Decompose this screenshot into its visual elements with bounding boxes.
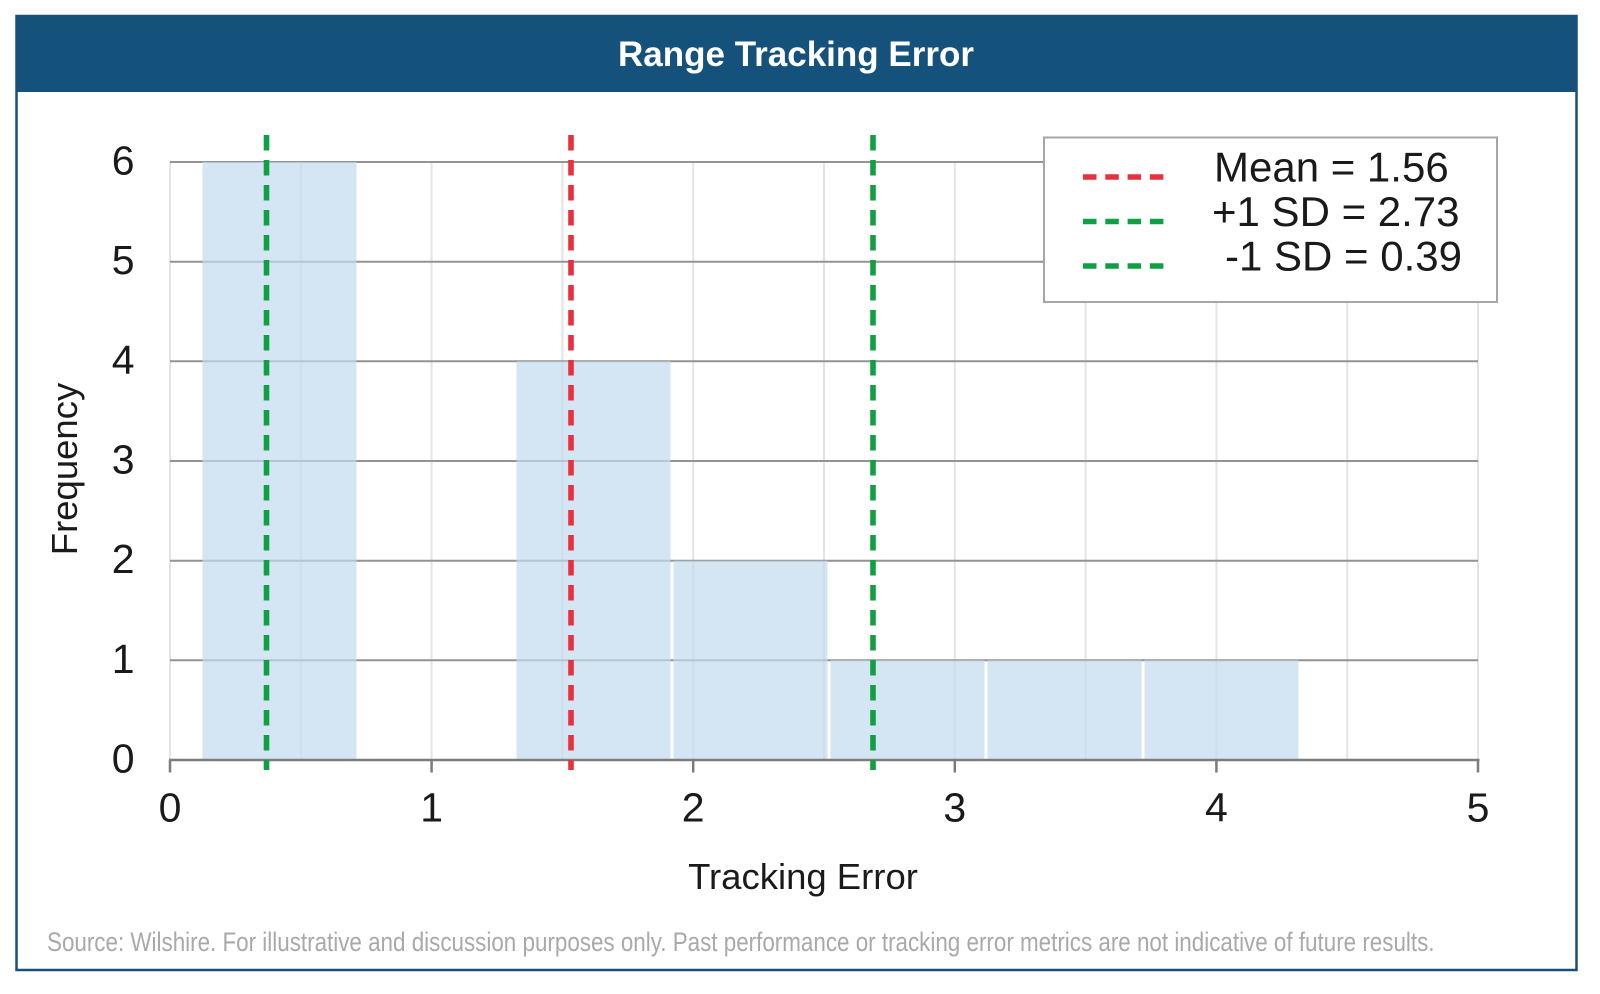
svg-text:5: 5	[112, 237, 135, 283]
svg-text:Tracking Error: Tracking Error	[688, 856, 918, 897]
svg-text:4: 4	[1205, 785, 1228, 831]
svg-text:3: 3	[112, 437, 135, 483]
svg-text:2: 2	[682, 785, 705, 831]
svg-text:1: 1	[112, 636, 135, 682]
svg-text:6: 6	[112, 138, 135, 184]
svg-text:+1 SD = 2.73: +1 SD = 2.73	[1212, 188, 1460, 235]
svg-text:4: 4	[112, 337, 135, 383]
svg-text:3: 3	[943, 785, 966, 831]
svg-text:Range Tracking Error: Range Tracking Error	[618, 35, 974, 74]
svg-text:0: 0	[159, 785, 182, 831]
svg-text:-1 SD = 0.39: -1 SD = 0.39	[1225, 233, 1462, 280]
svg-text:0: 0	[112, 736, 135, 782]
svg-text:5: 5	[1467, 785, 1490, 831]
svg-text:Frequency: Frequency	[44, 382, 85, 555]
svg-text:Source: Wilshire. For illustra: Source: Wilshire. For illustrative and d…	[47, 928, 1435, 957]
svg-text:2: 2	[112, 536, 135, 582]
svg-text:Mean = 1.56: Mean = 1.56	[1214, 144, 1449, 191]
svg-text:1: 1	[420, 785, 443, 831]
